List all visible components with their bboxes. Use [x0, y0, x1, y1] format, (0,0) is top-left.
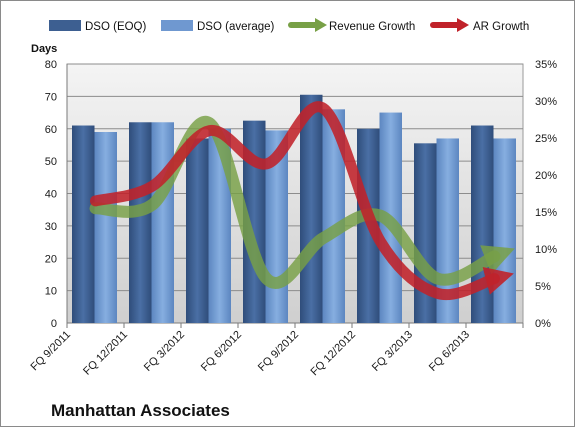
y-tick-label: 10	[45, 286, 57, 298]
legend-arrow-ar-growth	[457, 18, 469, 32]
y-tick-label: 60	[45, 124, 57, 136]
legend-item-dso-eoq: DSO (EOQ)	[49, 20, 147, 33]
y2-tick-label: 10%	[535, 244, 557, 256]
dso-average-bar	[151, 122, 174, 324]
legend-label-ar-growth: AR Growth	[473, 21, 529, 33]
plot-area: 0 10 20 30 40 50 60 70 80 0% 5% 10% 15% 20% 25% 30% 35% F…	[28, 59, 557, 378]
dso-average-bar	[208, 128, 231, 323]
dso-average-bar	[493, 138, 516, 323]
y-tick-label: 50	[45, 156, 57, 168]
company-name: Manhattan Associates	[51, 401, 230, 420]
revenue-growth-line	[89, 115, 515, 289]
x-tick-label: FQ 6/2013	[427, 329, 472, 374]
y2-tick-label: 5%	[535, 281, 551, 293]
x-tick-label: FQ 12/2011	[81, 329, 130, 378]
legend: DSO (EOQ) DSO (average) Revenue Growth A…	[49, 18, 529, 33]
x-tick-label: FQ 3/2013	[370, 329, 415, 374]
x-tick-label: FQ 9/2012	[256, 329, 301, 374]
y-tick-label: 20	[45, 253, 57, 265]
y2-tick-label: 20%	[535, 170, 557, 182]
ar-growth-line	[90, 101, 514, 301]
legend-item-ar-growth: AR Growth	[430, 18, 529, 33]
y-tick-label: 80	[45, 59, 57, 71]
x-tick-label: FQ 6/2012	[199, 329, 244, 374]
legend-arrow-revenue-growth	[315, 18, 327, 32]
dso-eoq-bar	[72, 125, 95, 323]
dso-eoq-bar	[129, 122, 152, 324]
legend-label-dso-average: DSO (average)	[197, 21, 275, 33]
y-axis-title: Days	[31, 43, 57, 55]
y2-tick-label: 15%	[535, 207, 557, 219]
legend-item-revenue-growth: Revenue Growth	[288, 18, 415, 33]
legend-item-dso-average: DSO (average)	[161, 20, 275, 33]
legend-label-revenue-growth: Revenue Growth	[329, 21, 415, 33]
y-tick-label: 70	[45, 91, 57, 103]
dso-average-bar	[322, 109, 345, 323]
x-tick-label: FQ 9/2011	[28, 329, 73, 374]
legend-label-dso-eoq: DSO (EOQ)	[85, 21, 147, 33]
y-tick-label: 0	[51, 318, 57, 330]
y2-tick-label: 30%	[535, 96, 557, 108]
y-tick-label: 30	[45, 221, 57, 233]
y2-tick-label: 35%	[535, 59, 557, 71]
dso-eoq-bar	[300, 94, 323, 323]
legend-swatch-dso-average	[161, 20, 193, 31]
dso-average-bar	[94, 131, 117, 323]
x-tick-label: FQ 12/2012	[309, 329, 359, 379]
y2-tick-label: 0%	[535, 318, 551, 330]
y2-tick-label: 25%	[535, 133, 557, 145]
dso-eoq-bar	[471, 125, 494, 323]
x-tick-label: FQ 3/2012	[142, 329, 187, 374]
legend-swatch-dso-eoq	[49, 20, 81, 31]
dso-eoq-bar	[186, 138, 209, 323]
y-tick-label: 40	[45, 189, 57, 201]
